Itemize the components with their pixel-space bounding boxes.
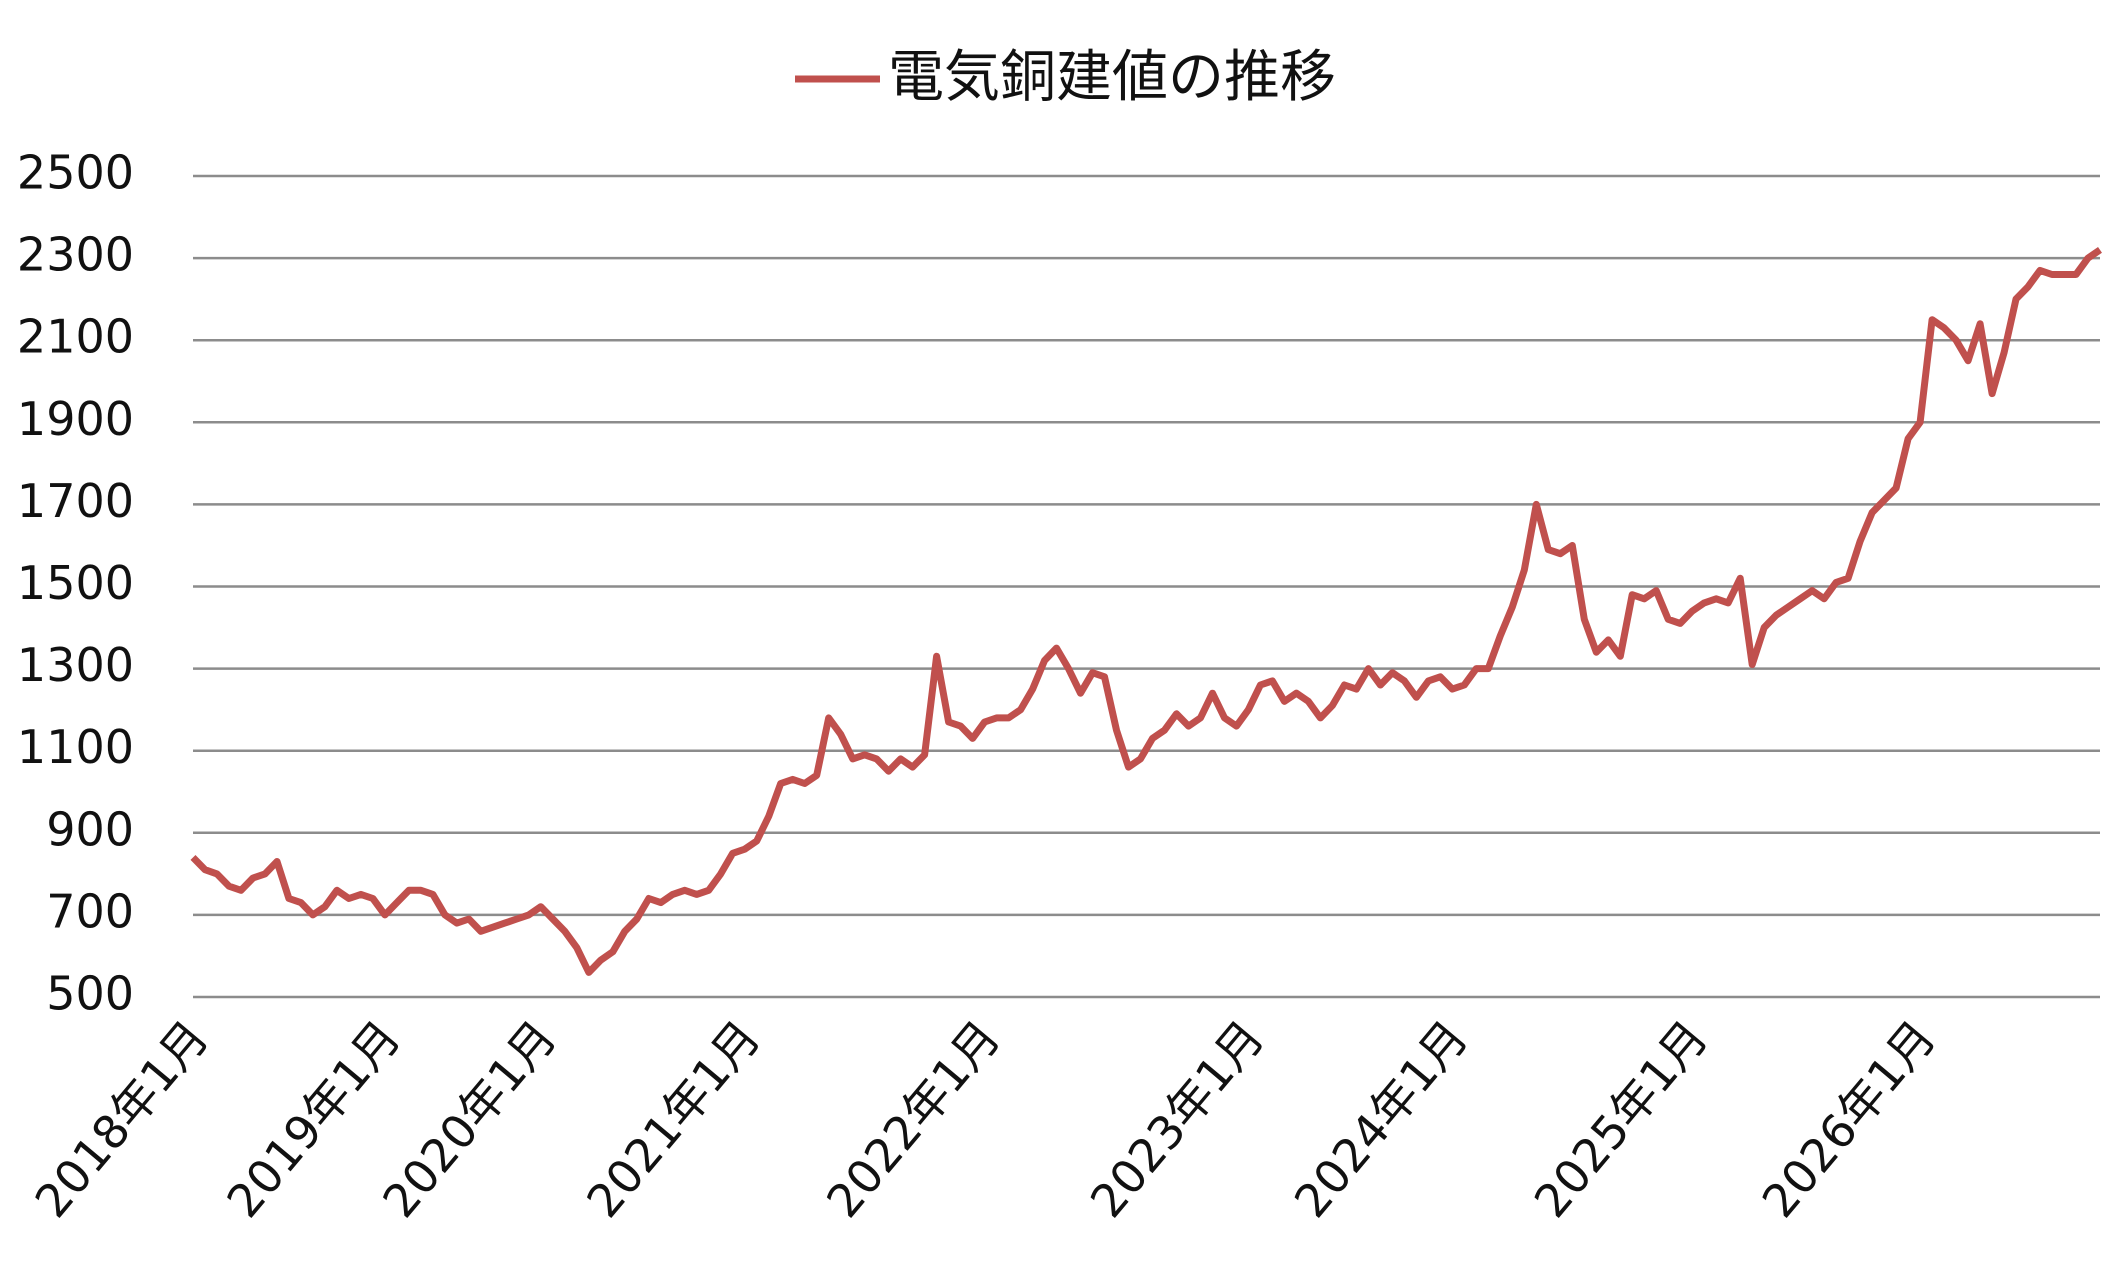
x-tick-label: 2024年1月 bbox=[1284, 1010, 1479, 1227]
x-tick-label: 2023年1月 bbox=[1080, 1010, 1275, 1227]
x-tick-label: 2021年1月 bbox=[576, 1010, 771, 1227]
y-tick-label: 500 bbox=[46, 967, 134, 1021]
x-tick-label: 2018年1月 bbox=[24, 1010, 219, 1227]
y-tick-label: 1300 bbox=[17, 638, 134, 692]
x-tick-label: 2026年1月 bbox=[1752, 1010, 1947, 1227]
data-line bbox=[190, 247, 2102, 976]
y-tick-label: 2300 bbox=[17, 228, 134, 282]
y-tick-label: 1900 bbox=[17, 392, 134, 446]
y-tick-label: 700 bbox=[46, 884, 134, 938]
x-tick-label: 2025年1月 bbox=[1524, 1010, 1719, 1227]
y-tick-label: 900 bbox=[46, 802, 134, 856]
y-tick-label: 2500 bbox=[17, 146, 134, 200]
legend-label: 電気銅建値の推移 bbox=[888, 45, 1336, 110]
y-tick-label: 1500 bbox=[17, 556, 134, 610]
y-tick-label: 1100 bbox=[17, 720, 134, 774]
y-tick-label: 1700 bbox=[17, 474, 134, 528]
x-tick-label: 2022年1月 bbox=[816, 1010, 1011, 1227]
y-tick-label: 2100 bbox=[17, 310, 134, 364]
